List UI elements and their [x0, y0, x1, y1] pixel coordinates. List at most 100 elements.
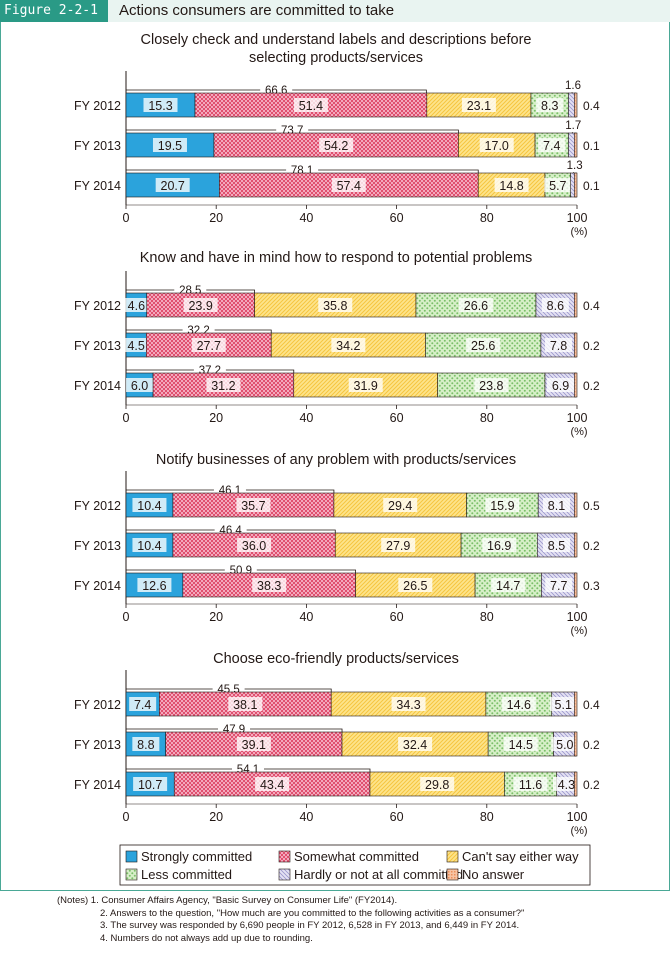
bar-label-bg	[536, 98, 564, 112]
legend-swatch	[446, 850, 459, 863]
bar-label-bg	[551, 737, 579, 751]
bar-value-label: 6.9	[552, 379, 569, 393]
bar-label-bg	[513, 777, 548, 791]
bar-value-label: 19.5	[158, 139, 182, 153]
notes-prefix: (Notes)	[57, 895, 89, 906]
bar-segment	[437, 372, 546, 398]
bar-label-bg	[398, 737, 433, 751]
bar-label-bg	[122, 298, 150, 312]
bar-value-label: 23.9	[188, 299, 212, 313]
legend-swatch	[125, 868, 138, 881]
legend-entry: Strongly committed	[141, 849, 252, 864]
bar-value-label: 8.5	[548, 539, 565, 553]
bar-value-label: 32.4	[403, 738, 427, 752]
bar-segment	[574, 292, 578, 318]
bar-label-bg	[318, 298, 353, 312]
bar-label-bg	[155, 178, 190, 192]
bar-label-bg	[482, 538, 517, 552]
category-label: FY 2014	[74, 778, 121, 792]
x-tick-label: 60	[390, 810, 404, 824]
bar-value-label: 14.6	[507, 698, 531, 712]
bar-label-bg	[494, 178, 529, 192]
x-tick-label: 20	[209, 411, 223, 425]
bar-value-label: 34.2	[336, 339, 360, 353]
chart-panel-2: Know and have in mind how to respond to …	[74, 250, 600, 438]
legend-box	[119, 844, 591, 886]
bar-segment	[574, 731, 578, 757]
category-label: FY 2014	[74, 379, 121, 393]
bar-value-label: 5.0	[556, 738, 573, 752]
bar-value-label: 4.6	[128, 299, 145, 313]
x-tick-label: 60	[390, 610, 404, 624]
bar-label-bg	[191, 338, 226, 352]
bar-value-label: 57.4	[337, 179, 361, 193]
bar-value-label: 8.1	[548, 499, 565, 513]
bar-value-label: 31.2	[211, 379, 235, 393]
x-tick-label: 60	[390, 411, 404, 425]
x-tick-label: 80	[480, 810, 494, 824]
x-tick-label: 20	[209, 610, 223, 624]
bar-value-label: 23.1	[467, 99, 491, 113]
chart-panel: Closely check and understand labels and …	[0, 22, 670, 891]
bar-value-label: 10.4	[137, 499, 161, 513]
bar-segment	[574, 332, 578, 358]
bar-label-bg	[206, 378, 241, 392]
category-label: FY 2013	[74, 539, 121, 553]
percent-unit-label: (%)	[570, 226, 587, 238]
bar-value-label: 7.4	[134, 698, 151, 712]
bar-value-label: 15.3	[148, 99, 172, 113]
bar-segment	[574, 532, 578, 558]
bar-value-label: 51.4	[299, 99, 323, 113]
bar-segment	[355, 572, 476, 598]
legend-entry: Less committed	[141, 867, 232, 882]
bar-value-label: 35.7	[241, 499, 265, 513]
bar-value-label: 35.8	[323, 299, 347, 313]
percent-unit-label: (%)	[570, 825, 587, 837]
category-label: FY 2013	[74, 738, 121, 752]
bar-value-label-outside: 0.1	[583, 139, 600, 153]
bar-label-bg	[331, 178, 366, 192]
total-label-bg	[174, 284, 207, 295]
bar-label-bg	[132, 737, 160, 751]
total-label-bg	[224, 564, 257, 575]
total-label-bg	[212, 683, 245, 694]
bar-value-label: 38.3	[257, 579, 281, 593]
bar-value-label: 8.3	[541, 99, 558, 113]
bar-label-bg	[461, 98, 496, 112]
x-tick-label: 40	[299, 211, 313, 225]
bar-label-bg	[474, 378, 509, 392]
panel-title: Notify businesses of any problem with pr…	[156, 452, 516, 468]
bar-label-bg	[237, 538, 272, 552]
bar-value-label-outside: 0.2	[583, 738, 600, 752]
bar-label-bg	[383, 498, 418, 512]
bar-value-label: 14.5	[509, 738, 533, 752]
bar-label-bg	[319, 138, 354, 152]
bar-label-bg	[542, 538, 570, 552]
chart-panel-3: Notify businesses of any problem with pr…	[74, 452, 600, 637]
bar-value-label: 39.1	[242, 738, 266, 752]
bar-segment	[574, 691, 578, 717]
bar-label-bg	[503, 737, 538, 751]
bar-label-bg	[331, 338, 366, 352]
total-label-bg	[214, 524, 247, 535]
bar-segment	[574, 372, 578, 398]
bar-label-bg	[236, 498, 271, 512]
chart-panel-1: Closely check and understand labels and …	[74, 32, 600, 238]
bar-value-label: 5.7	[549, 179, 566, 193]
bar-value-label-above: 1.6	[565, 80, 581, 92]
bar-label-bg	[501, 697, 536, 711]
bar-label-bg	[398, 578, 433, 592]
x-tick-label: 0	[123, 211, 130, 225]
bar-label-bg	[545, 578, 573, 592]
note-line-1: (Notes) 1. Consumer Affairs Agency, "Bas…	[57, 895, 398, 906]
category-label: FY 2012	[74, 698, 121, 712]
total-label-bg	[193, 364, 226, 375]
bar-label-bg	[479, 138, 514, 152]
total-label-bg	[260, 84, 293, 95]
bar-value-label-outside: 0.2	[583, 539, 600, 553]
bar-label-bg	[466, 338, 501, 352]
x-tick-label: 100	[567, 610, 588, 624]
x-tick-label: 0	[123, 810, 130, 824]
note-line-4: 4. Numbers do not always add up due to r…	[100, 932, 313, 944]
x-tick-label: 40	[299, 610, 313, 624]
